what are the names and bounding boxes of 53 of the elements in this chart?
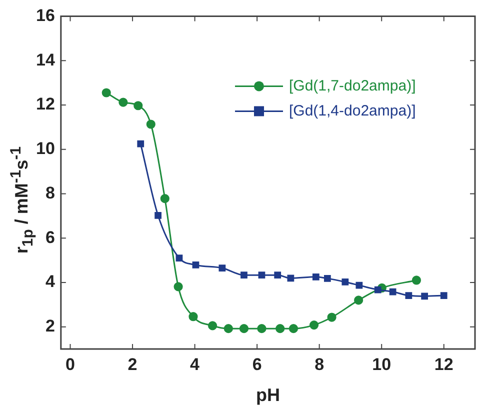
point [421, 292, 428, 300]
point [160, 194, 170, 204]
x-axis-title: pH [256, 385, 280, 406]
point [389, 288, 396, 296]
point [274, 272, 282, 279]
point [312, 273, 320, 280]
point [176, 254, 183, 262]
point [154, 212, 162, 219]
point [288, 324, 298, 334]
x-tick-label: 2 [128, 354, 138, 374]
point [342, 278, 349, 286]
x-tick-label: 0 [66, 354, 75, 374]
point [287, 274, 294, 282]
x-tick-label: 12 [434, 354, 454, 374]
y-tick-label: 2 [45, 316, 55, 336]
point [146, 120, 156, 129]
point [354, 296, 364, 305]
point [137, 140, 144, 148]
point [118, 98, 128, 107]
y-tick-label: 8 [45, 183, 55, 202]
point [324, 275, 331, 282]
y-tick-label: 10 [36, 139, 55, 158]
x-tick-label: 6 [252, 354, 262, 374]
point [405, 292, 412, 299]
point [102, 88, 111, 98]
y-tick-label: 16 [36, 6, 55, 25]
x-tick-label: 10 [372, 354, 392, 374]
point [257, 324, 266, 334]
point [276, 324, 285, 334]
point [412, 276, 422, 285]
y-tick-label: 4 [45, 272, 56, 292]
point [188, 312, 198, 322]
point [309, 320, 319, 330]
point [240, 272, 248, 279]
y-tick-label: 14 [36, 50, 56, 70]
x-tick-label: 4 [190, 354, 200, 374]
point [134, 101, 143, 110]
point [327, 312, 336, 322]
legend-label: [Gd(1,7-do2ampa)] [289, 77, 416, 94]
point [192, 261, 200, 268]
x-tick-label: 8 [314, 354, 324, 374]
point [174, 282, 183, 292]
y-tick-label: 6 [45, 228, 55, 247]
point [356, 282, 363, 289]
legend-label: [Gd(1,4-do2ampa)] [289, 102, 416, 120]
point [239, 324, 249, 334]
point [440, 292, 448, 299]
point [258, 272, 266, 279]
point [218, 264, 226, 272]
point [208, 321, 218, 330]
point [224, 324, 233, 334]
y-tick-label: 12 [36, 94, 55, 114]
point [374, 286, 382, 294]
